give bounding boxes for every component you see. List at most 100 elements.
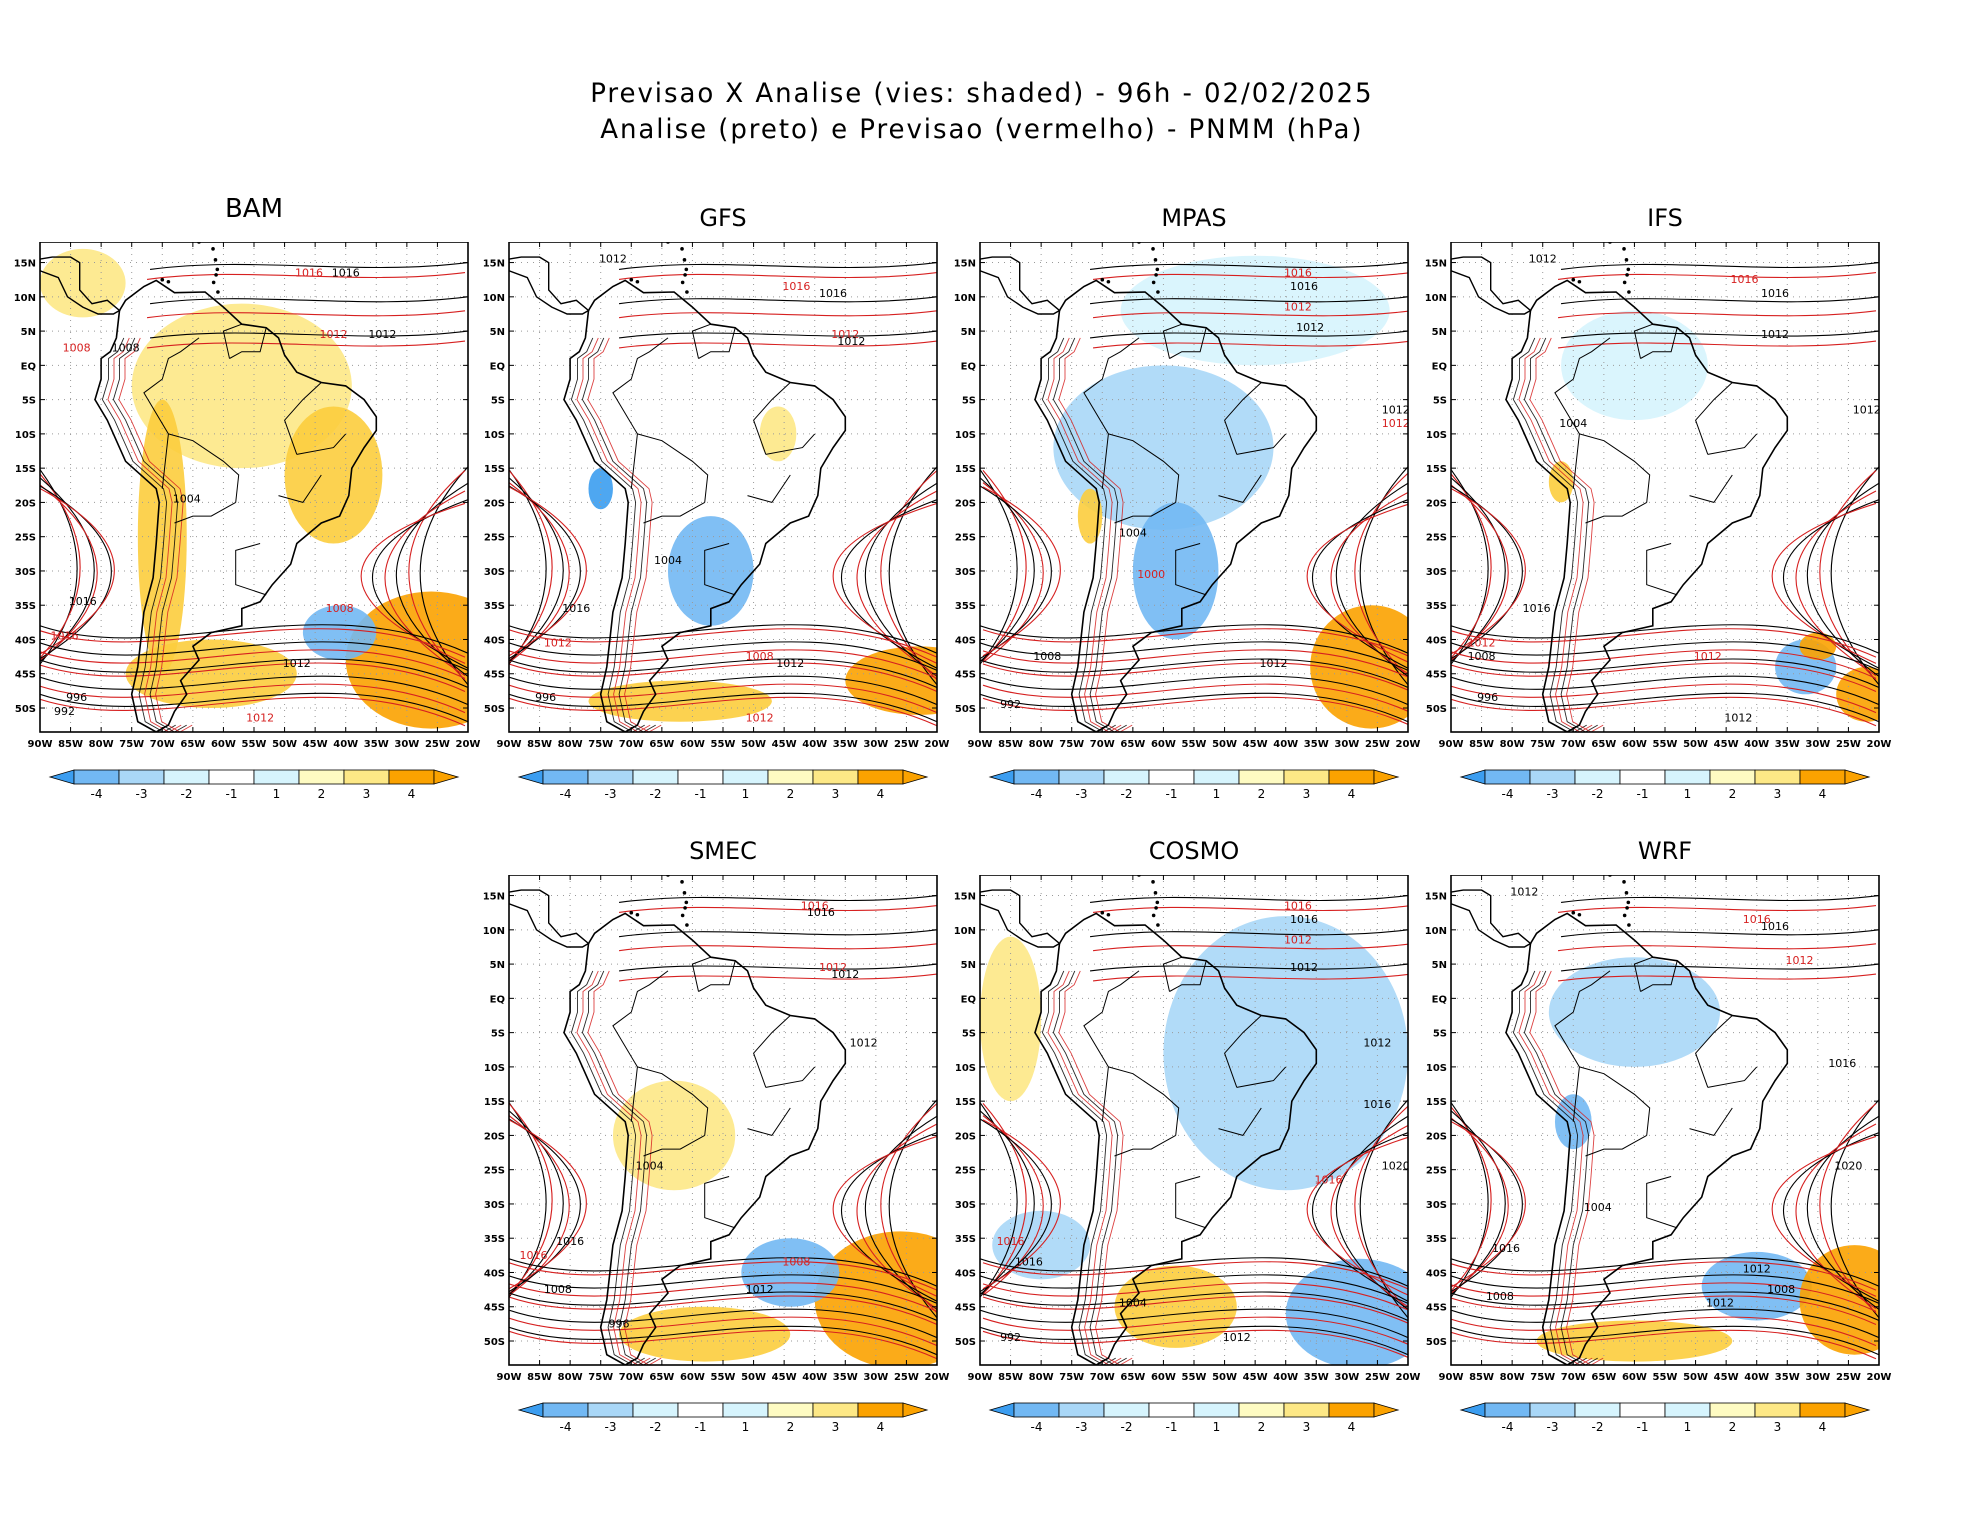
lat-tick-label: EQ [1432, 361, 1447, 372]
colorbar-label: -3 [1076, 1420, 1088, 1434]
colorbar-segment [857, 1402, 904, 1418]
lat-tick-label: 5S [962, 1029, 976, 1040]
isobar-forecast [1092, 340, 1408, 349]
lon-tick-label: 85W [58, 739, 83, 750]
lon-tick-label: 50W [1683, 739, 1708, 750]
isobar-label: 1008 [63, 342, 91, 355]
coastline-south-america [1505, 279, 1789, 732]
colorbar-segment [1799, 769, 1846, 785]
lat-tick-label: 30S [1426, 567, 1447, 578]
isobar-analysis [980, 485, 1052, 660]
isobar-analysis [980, 641, 1408, 671]
isobar-forecast [982, 1119, 1061, 1290]
isobar-label: 1012 [283, 657, 311, 670]
bias-area [612, 1080, 736, 1191]
lat-tick-label: 5N [490, 960, 505, 971]
colorbar-segment [1283, 1402, 1330, 1418]
bias-area [980, 936, 1042, 1102]
lat-tick-label: 15N [1425, 892, 1447, 903]
isobar-label: 1016 [1828, 1057, 1856, 1070]
isobar-forecast [146, 340, 466, 349]
colorbar: -4 -3 -2 -1 1 2 3 4 [517, 1402, 929, 1434]
isobar-label: 1004 [1119, 527, 1147, 540]
isobar-label: 1012 [1786, 954, 1814, 967]
isobar-label: 1008 [1033, 650, 1061, 663]
isobar-forecast [1557, 943, 1877, 952]
isobar-forecast [1092, 973, 1408, 982]
lat-tick-label: 30S [484, 1200, 505, 1211]
colorbar-label: 1 [742, 787, 750, 801]
isobar-label: 1016 [1523, 602, 1551, 615]
isobar-label: 1012 [776, 657, 804, 670]
lon-tick-label: 20W [456, 739, 481, 750]
isobar-forecast [146, 310, 466, 319]
isobar-forecast [982, 649, 1408, 678]
isobar-label: 1012 [1363, 1036, 1391, 1049]
isobar-forecast [40, 683, 466, 714]
lat-tick-label: 45S [1426, 670, 1447, 681]
isobar-forecast [618, 272, 937, 280]
isobar-forecast [509, 683, 937, 714]
isobar-forecast [40, 662, 466, 692]
isobar-label: 1004 [1119, 1297, 1147, 1310]
isobar-label: 1016 [1290, 913, 1318, 926]
lon-tick-label: 40W [333, 739, 358, 750]
lat-tick-label: 20S [955, 1131, 976, 1142]
colorbar-segment [1328, 1402, 1375, 1418]
lon-tick-label: 75W [119, 739, 144, 750]
isobar-analysis [1451, 1291, 1879, 1321]
colorbar-segment [1574, 769, 1621, 785]
colorbar-segment [722, 1402, 769, 1418]
lat-tick-label: 20S [1426, 1131, 1447, 1142]
isobar-label: 1004 [173, 492, 201, 505]
lon-tick-label: 40W [1744, 739, 1769, 750]
lon-tick-label: 50W [272, 739, 297, 750]
colorbar-label: 1 [742, 1420, 750, 1434]
isobar-label: 1012 [319, 328, 347, 341]
lon-tick-label: 80W [1029, 739, 1054, 750]
lon-tick-label: 70W [150, 739, 175, 750]
colorbar-label: -1 [1166, 787, 1178, 801]
isobar-analysis [1359, 466, 1408, 686]
isobar-forecast [509, 486, 587, 657]
isobar-label: 1012 [1468, 636, 1496, 649]
colorbar-label: 4 [1819, 787, 1827, 801]
lat-tick-label: 5S [1433, 1029, 1447, 1040]
lon-tick-label: 25W [1365, 739, 1390, 750]
lat-tick-label: 25S [955, 533, 976, 544]
lon-tick-label: 75W [1530, 1372, 1555, 1383]
colorbar-label: -4 [1502, 787, 1514, 801]
bias-area [814, 1231, 937, 1365]
colorbar-label: 3 [832, 787, 840, 801]
lon-tick-label: 20W [1396, 1372, 1421, 1383]
lon-tick-label: 90W [497, 739, 522, 750]
isobar-analysis [1451, 1325, 1879, 1356]
lat-tick-label: 40S [955, 1268, 976, 1279]
lon-tick-label: 75W [1530, 739, 1555, 750]
isobar-label: 996 [609, 1317, 630, 1330]
lon-tick-label: 60W [1622, 1372, 1647, 1383]
isobar-analysis [1089, 262, 1408, 270]
lon-tick-label: 75W [588, 1372, 613, 1383]
colorbar-segment [722, 769, 769, 785]
isobar-analysis [419, 466, 468, 686]
lat-tick-label: 50S [484, 1337, 505, 1348]
lon-tick-label: 90W [968, 739, 993, 750]
colorbar: -4 -3 -2 -1 1 2 3 4 [1459, 769, 1871, 801]
lon-tick-label: 30W [1334, 1372, 1359, 1383]
isobar-forecast [384, 490, 466, 677]
lat-tick-label: 20S [484, 1131, 505, 1142]
isobar-label: 1008 [112, 342, 140, 355]
lon-tick-label: 40W [1273, 1372, 1298, 1383]
lat-tick-label: 35S [484, 601, 505, 612]
lat-tick-label: 50S [484, 704, 505, 715]
colorbar-segment [1058, 1402, 1105, 1418]
colorbar-segment [1193, 769, 1240, 785]
panel-grid: BAM 1016 1016 1008 1008 1012 1012 1004 1016 1016 1… [14, 194, 1892, 1434]
lat-tick-label: 5N [1432, 327, 1447, 338]
colorbar-segment [388, 769, 435, 785]
colorbar-segment [1529, 1402, 1576, 1418]
isobar-forecast [982, 662, 1408, 691]
isobar-analysis [1089, 929, 1408, 938]
